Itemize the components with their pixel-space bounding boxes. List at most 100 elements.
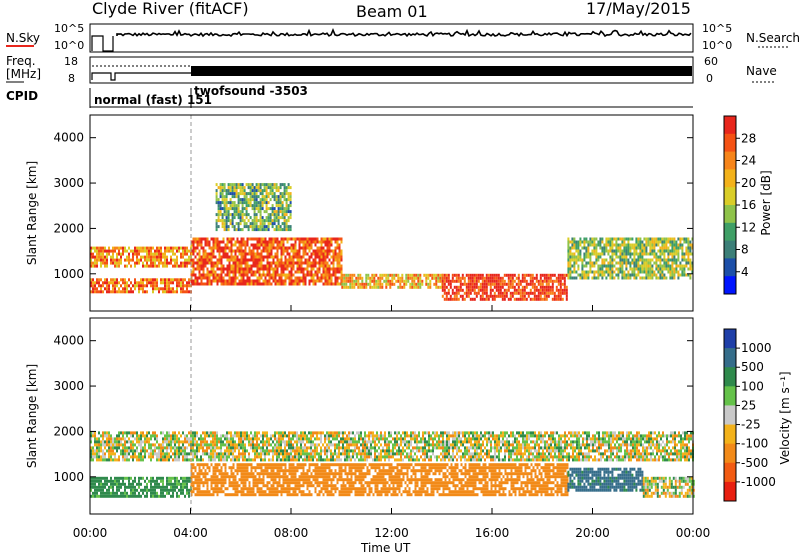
velocity-cell <box>174 458 176 462</box>
power-cell <box>152 246 154 250</box>
power-cell <box>290 276 293 280</box>
power-cell <box>673 240 676 244</box>
power-cell <box>241 207 244 211</box>
power-cell <box>300 264 303 268</box>
velocity-cell <box>232 437 234 441</box>
velocity-cell <box>236 443 238 447</box>
velocity-cell <box>318 437 320 441</box>
power-cell <box>687 252 690 256</box>
velocity-cell <box>138 479 140 483</box>
velocity-cell <box>426 443 428 447</box>
power-cell <box>282 267 285 271</box>
velocity-cell <box>398 458 400 462</box>
power-cell <box>314 249 317 253</box>
power-cell <box>216 267 219 271</box>
power-cell <box>687 255 690 259</box>
power-cell <box>227 192 230 196</box>
velocity-cell <box>354 458 356 462</box>
power-cell <box>316 246 319 250</box>
velocity-cell <box>174 434 176 438</box>
velocity-cell <box>170 488 172 492</box>
velocity-cell <box>108 485 110 489</box>
power-cell <box>266 249 269 253</box>
velocity-cell <box>132 446 134 450</box>
power-cell <box>110 249 112 253</box>
power-cell <box>166 249 168 253</box>
freq-left-label-2: [MHz] <box>6 67 41 81</box>
power-cell <box>218 279 221 283</box>
power-cell <box>208 246 211 250</box>
velocity-cell <box>186 476 188 480</box>
power-cell <box>254 264 257 268</box>
power-cell <box>651 252 654 256</box>
power-cell <box>573 255 576 259</box>
power-cell <box>215 225 218 229</box>
velocity-cell <box>336 446 338 450</box>
velocity-cell <box>382 437 384 441</box>
power-cell <box>206 270 209 274</box>
power-cell <box>242 258 245 262</box>
power-cell <box>255 201 258 205</box>
power-cell <box>559 288 562 292</box>
power-cell <box>587 240 590 244</box>
power-cell <box>689 267 692 271</box>
velocity-cell <box>330 431 332 435</box>
power-cell <box>683 240 686 244</box>
power-cell <box>625 261 628 265</box>
power-cell <box>677 270 680 274</box>
power-cell <box>649 261 652 265</box>
power-cell <box>286 237 289 241</box>
power-cell <box>539 294 542 298</box>
velocity-cell <box>234 455 236 459</box>
power-cell <box>559 297 562 301</box>
power-cell <box>338 270 341 274</box>
power-cell <box>609 255 612 259</box>
power-cell <box>415 282 418 286</box>
power-cell <box>221 189 224 193</box>
velocity-cell <box>400 452 402 456</box>
power-cell <box>483 282 486 286</box>
velocity-cell <box>110 479 112 483</box>
power-cell <box>281 183 284 187</box>
power-cell <box>611 267 614 271</box>
velocity-cell <box>260 440 262 444</box>
power-cell <box>263 222 266 226</box>
power-cell <box>174 290 176 294</box>
velocity-cell <box>200 437 202 441</box>
power-cell <box>280 279 283 283</box>
power-cell <box>633 252 636 256</box>
power-cell <box>328 240 331 244</box>
power-cell <box>423 273 426 277</box>
power-cell <box>290 261 293 265</box>
velocity-cell <box>410 437 412 441</box>
velocity-cell <box>128 437 130 441</box>
power-cell <box>254 243 257 247</box>
velocity-cell <box>366 452 368 456</box>
power-cell <box>469 279 472 283</box>
power-cell <box>230 240 233 244</box>
power-cell <box>567 267 570 271</box>
power-cell <box>585 249 588 253</box>
power-cell <box>250 255 253 259</box>
power-cell <box>292 249 295 253</box>
velocity-cell <box>404 443 406 447</box>
power-cell <box>463 297 466 301</box>
velocity-cell <box>306 434 308 438</box>
power-cell <box>136 258 138 262</box>
velocity-cell <box>110 482 112 486</box>
velocity-cell <box>388 455 390 459</box>
power-cell <box>219 192 222 196</box>
power-cell <box>675 261 678 265</box>
velocity-cell <box>422 431 424 435</box>
power-cell <box>571 252 574 256</box>
velocity-cell <box>350 455 352 459</box>
power-cell <box>681 246 684 250</box>
velocity-cell <box>126 434 128 438</box>
power-cell <box>256 252 259 256</box>
power-cell <box>266 270 269 274</box>
velocity-cell <box>182 488 184 492</box>
power-cell <box>573 252 576 256</box>
velocity-cell <box>168 482 170 486</box>
power-cell <box>609 276 612 280</box>
power-cell <box>223 189 226 193</box>
